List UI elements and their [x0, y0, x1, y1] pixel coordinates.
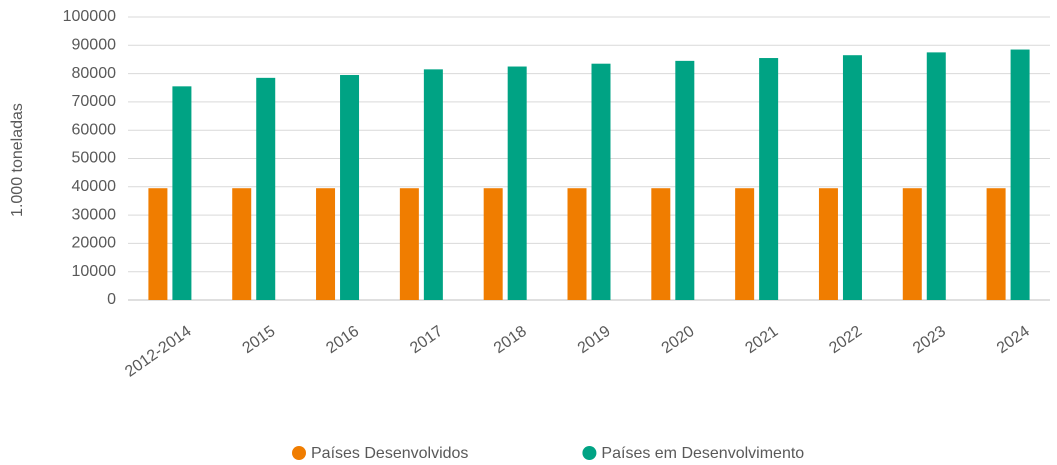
bar [651, 188, 671, 300]
bar [902, 188, 922, 300]
x-tick-label: 2016 [323, 323, 362, 357]
legend-swatch [582, 446, 597, 460]
bar [172, 86, 192, 301]
bar [340, 75, 360, 300]
bar [148, 188, 168, 300]
y-tick-label: 0 [107, 291, 116, 308]
bar [399, 188, 419, 300]
y-axis-label: 1.000 toneladas [9, 103, 26, 217]
x-tick-label: 2023 [910, 323, 949, 357]
legend-label: Países em Desenvolvimento [601, 445, 804, 462]
y-tick-label: 80000 [72, 65, 117, 82]
y-tick-label: 20000 [72, 235, 117, 252]
legend-swatch [292, 446, 306, 460]
bar [842, 55, 862, 300]
x-tick-label: 2012-2014 [122, 323, 195, 381]
y-tick-label: 50000 [72, 150, 117, 167]
bar [316, 188, 336, 300]
bar [256, 77, 276, 300]
x-tick-label: 2017 [407, 323, 446, 357]
bar [735, 188, 755, 300]
bar [1010, 49, 1030, 300]
y-tick-label: 40000 [72, 178, 117, 195]
bar [507, 66, 527, 301]
bar [423, 69, 443, 300]
bar [567, 188, 587, 300]
bar [926, 52, 946, 300]
x-tick-label: 2022 [826, 323, 865, 357]
x-tick-label: 2018 [491, 323, 530, 357]
x-tick-label: 2024 [994, 323, 1033, 357]
x-tick-label: 2019 [575, 323, 614, 357]
bar [675, 60, 695, 300]
legend-label: Países Desenvolvidos [311, 445, 468, 462]
bar [591, 63, 611, 300]
y-tick-label: 70000 [72, 93, 117, 110]
x-tick-label: 2021 [742, 323, 781, 357]
bar [759, 58, 779, 300]
bar [818, 188, 838, 300]
y-tick-label: 30000 [72, 206, 117, 223]
y-tick-label: 100000 [63, 8, 116, 25]
bar [986, 188, 1006, 300]
bar [232, 188, 252, 300]
y-tick-label: 10000 [72, 263, 117, 280]
y-tick-label: 60000 [72, 121, 117, 138]
x-tick-label: 2020 [659, 323, 698, 357]
bar [483, 188, 503, 300]
x-tick-label: 2015 [240, 323, 279, 357]
y-tick-label: 90000 [72, 37, 117, 54]
